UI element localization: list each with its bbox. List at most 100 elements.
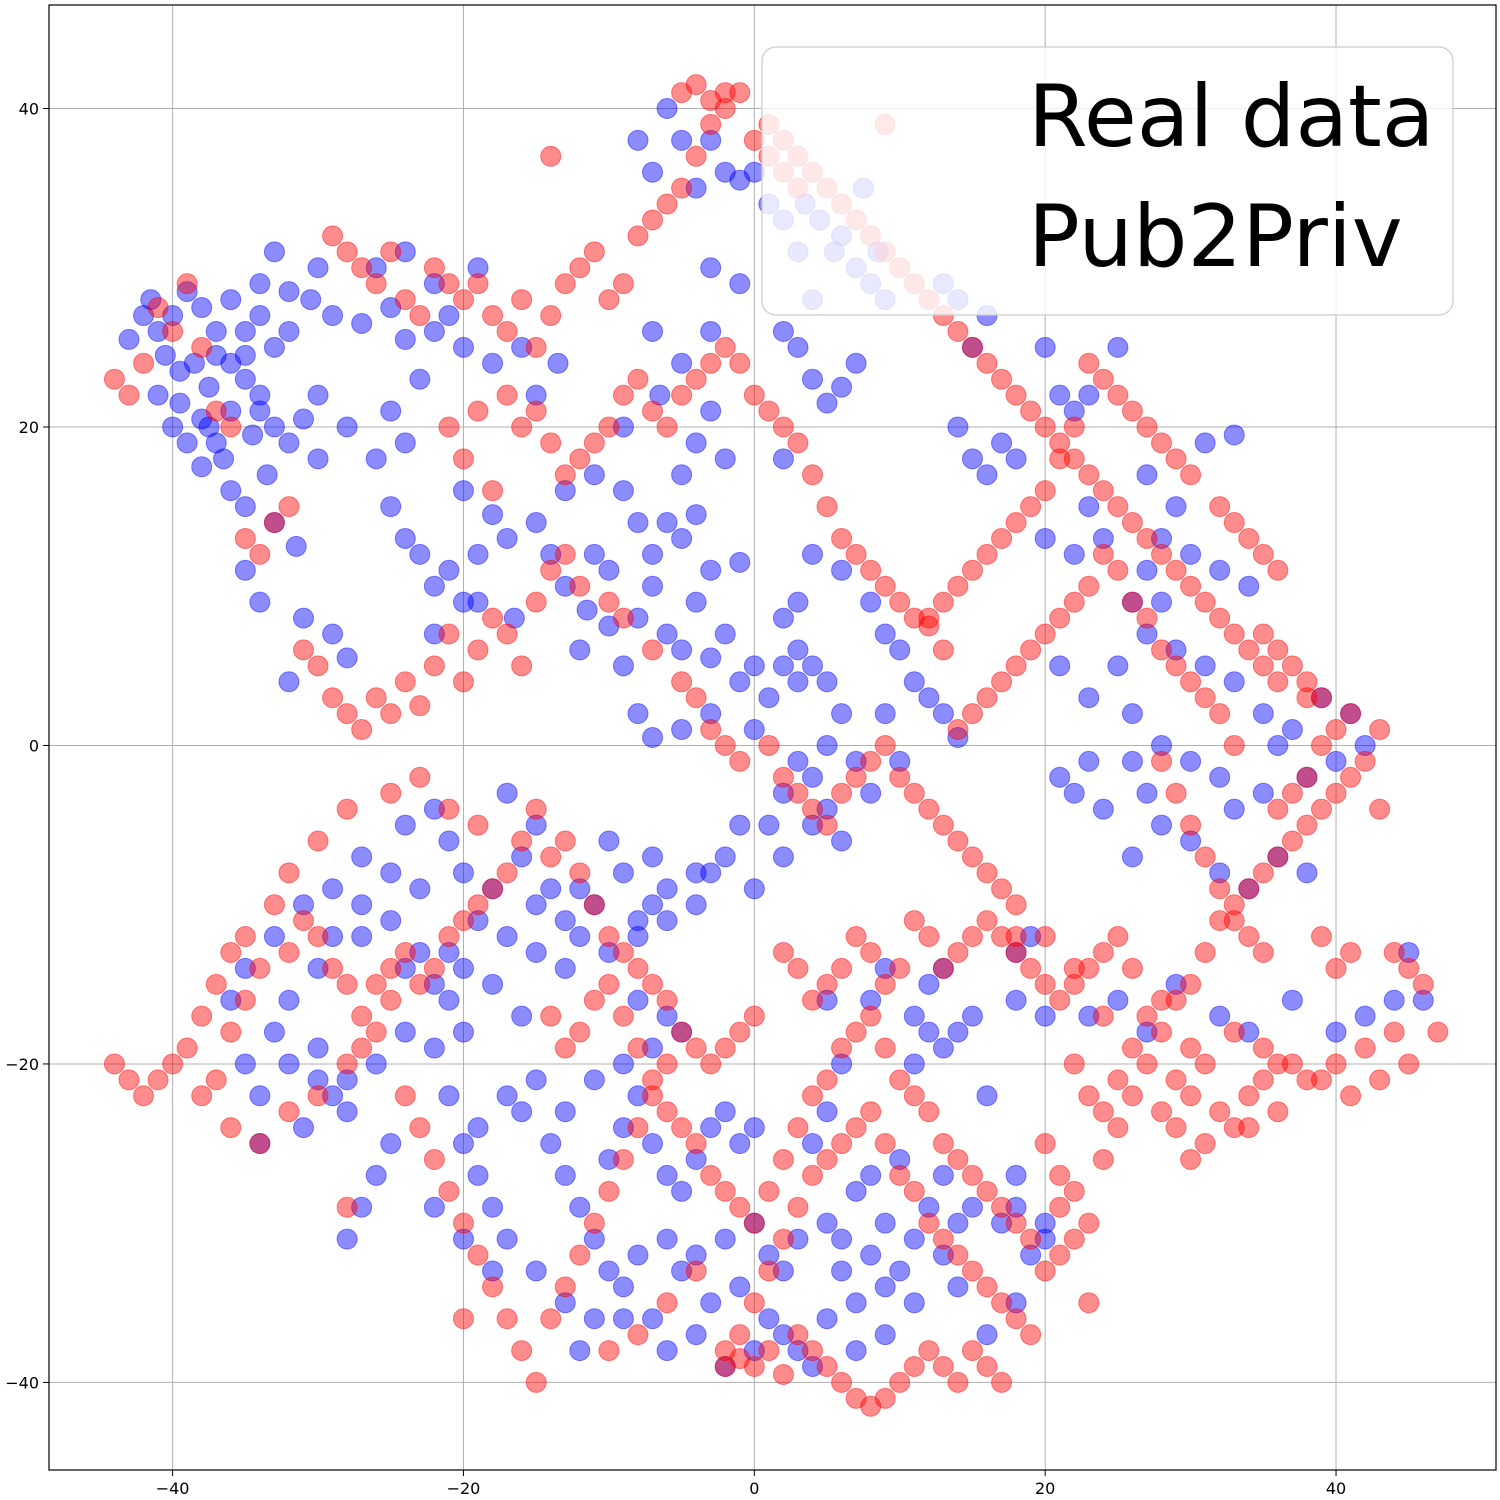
- scatter-point: [1005, 1196, 1027, 1218]
- scatter-point: [423, 257, 445, 279]
- scatter-point: [714, 1355, 736, 1377]
- scatter-point: [452, 1228, 474, 1250]
- scatter-point: [234, 1053, 256, 1075]
- scatter-point: [380, 297, 402, 319]
- scatter-point: [1034, 1228, 1056, 1250]
- scatter-point: [1034, 1260, 1056, 1282]
- scatter-point: [452, 448, 474, 470]
- scatter-point: [191, 1005, 213, 1027]
- scatter-point: [554, 1164, 576, 1186]
- scatter-point: [1223, 424, 1245, 446]
- scatter-point: [365, 1164, 387, 1186]
- scatter-point: [860, 1164, 882, 1186]
- scatter-point: [918, 1340, 940, 1362]
- scatter-point: [380, 910, 402, 932]
- scatter-point: [642, 161, 664, 183]
- scatter-point: [743, 1212, 765, 1234]
- scatter-point: [947, 575, 969, 597]
- scatter-point: [365, 448, 387, 470]
- scatter-point: [394, 957, 416, 979]
- scatter-point: [307, 1085, 329, 1107]
- scatter-point: [1209, 910, 1231, 932]
- scatter-point: [656, 1005, 678, 1027]
- scatter-point: [351, 894, 373, 916]
- scatter-point: [583, 1228, 605, 1250]
- scatter-point: [831, 1133, 853, 1155]
- scatter-point: [154, 344, 176, 366]
- scatter-point: [1223, 1117, 1245, 1139]
- scatter-point: [961, 1164, 983, 1186]
- scatter-point: [932, 957, 954, 979]
- scatter-point: [627, 957, 649, 979]
- scatter-point: [452, 336, 474, 358]
- scatter-point: [612, 1148, 634, 1170]
- scatter-point: [932, 1037, 954, 1059]
- scatter-point: [947, 719, 969, 741]
- scatter-point: [423, 273, 445, 295]
- scatter-point: [452, 1212, 474, 1234]
- scatter-point: [889, 766, 911, 788]
- scatter-point: [1078, 384, 1100, 406]
- scatter-point: [1049, 1196, 1071, 1218]
- scatter-point: [569, 1340, 591, 1362]
- scatter-point: [656, 512, 678, 534]
- scatter-point: [1267, 671, 1289, 693]
- scatter-point: [307, 448, 329, 470]
- scatter-point: [1092, 527, 1114, 549]
- scatter-point: [438, 416, 460, 438]
- scatter-point: [1165, 782, 1187, 804]
- scatter-point: [816, 814, 838, 836]
- scatter-point: [511, 1340, 533, 1362]
- scatter-point: [700, 1053, 722, 1075]
- scatter-point: [1078, 1085, 1100, 1107]
- scatter-point: [772, 766, 794, 788]
- scatter-point: [714, 623, 736, 645]
- scatter-point: [947, 1244, 969, 1266]
- scatter-point: [656, 989, 678, 1011]
- scatter-point: [394, 241, 416, 263]
- scatter-point: [758, 1340, 780, 1362]
- scatter-point: [147, 297, 169, 319]
- scatter-point: [714, 1340, 736, 1362]
- scatter-point: [1165, 1117, 1187, 1139]
- scatter-point: [351, 257, 373, 279]
- scatter-point: [860, 591, 882, 613]
- scatter-point: [1136, 623, 1158, 645]
- scatter-point: [612, 1276, 634, 1298]
- scatter-point: [1078, 352, 1100, 374]
- scatter-point: [903, 1355, 925, 1377]
- scatter-point: [976, 687, 998, 709]
- scatter-point: [467, 1117, 489, 1139]
- scatter-point: [1310, 1069, 1332, 1091]
- scatter-point: [1165, 989, 1187, 1011]
- scatter-point: [642, 639, 664, 661]
- scatter-point: [801, 798, 823, 820]
- scatter-point: [292, 607, 314, 629]
- scatter-point: [482, 305, 504, 327]
- scatter-point: [860, 1005, 882, 1027]
- scatter-point: [234, 957, 256, 979]
- scatter-point: [649, 384, 671, 406]
- scatter-point: [714, 336, 736, 358]
- scatter-point: [903, 607, 925, 629]
- scatter-point: [1107, 1069, 1129, 1091]
- scatter-point: [569, 448, 591, 470]
- scatter-point: [642, 1037, 664, 1059]
- scatter-point: [1063, 543, 1085, 565]
- scatter-point: [714, 98, 736, 120]
- scatter-point: [336, 1101, 358, 1123]
- scatter-point: [1209, 862, 1231, 884]
- scatter-point: [991, 1292, 1013, 1314]
- scatter-point: [525, 941, 547, 963]
- scatter-point: [961, 448, 983, 470]
- scatter-point: [627, 1324, 649, 1346]
- scatter-point: [496, 527, 518, 549]
- legend: Real data Pub2Priv: [761, 46, 1454, 316]
- scatter-point: [351, 846, 373, 868]
- scatter-point: [1020, 926, 1042, 948]
- scatter-point: [1194, 1053, 1216, 1075]
- scatter-point: [525, 1069, 547, 1091]
- scatter-point: [1005, 655, 1027, 677]
- scatter-point: [1034, 1133, 1056, 1155]
